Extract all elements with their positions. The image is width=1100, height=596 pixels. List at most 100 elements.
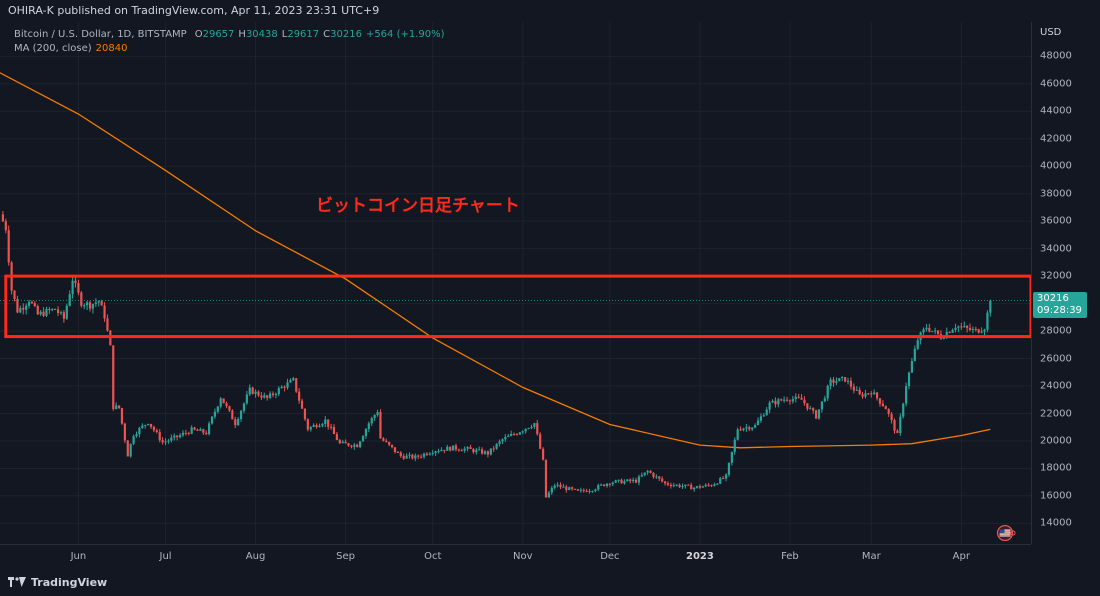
candle-body (396, 452, 399, 454)
candle-body (62, 312, 65, 319)
candle-body (164, 441, 167, 443)
candle-body (97, 301, 100, 303)
candle-body (225, 403, 228, 407)
candle-body (556, 484, 559, 486)
time-axis[interactable]: Jun Jul Aug Sep Oct Nov Dec 2023 Feb Mar Apr (0, 544, 1031, 568)
candle-body (141, 425, 144, 428)
candle-body (809, 408, 812, 410)
candle-body (963, 326, 966, 328)
candle-body (115, 405, 118, 409)
candle-body (161, 440, 164, 443)
candle-body (245, 394, 248, 404)
candle-body (539, 434, 542, 449)
candle-body (571, 487, 574, 489)
candle-body (922, 329, 925, 333)
candle-body (454, 445, 458, 450)
candle-body (402, 456, 405, 459)
footer-brand[interactable]: TradingView (31, 575, 108, 589)
candle-body (361, 436, 365, 442)
candle-body (559, 484, 562, 488)
candle-body (585, 490, 588, 492)
candle-body (762, 415, 765, 417)
candle-body (661, 478, 664, 482)
candle-body (646, 470, 649, 473)
candle-body (178, 435, 182, 438)
candle-body (907, 372, 911, 387)
candle-body (658, 476, 661, 479)
candle-body (138, 427, 141, 435)
price-tick-label: 20000 (1040, 435, 1072, 447)
candle-body (605, 483, 609, 487)
candle-body (239, 410, 243, 420)
candle-body (614, 480, 617, 483)
candle-body (30, 301, 34, 304)
candle-body (77, 283, 80, 293)
candle-body (759, 416, 763, 421)
candle-body (716, 483, 719, 485)
candle-body (655, 476, 658, 478)
candle-body (643, 472, 646, 476)
candle-body (123, 423, 126, 441)
candle-body (826, 385, 829, 399)
candle-body (364, 429, 368, 437)
candle-body (393, 447, 397, 453)
candle-body (669, 484, 672, 487)
candle-body (341, 441, 344, 444)
candle-body (771, 400, 774, 403)
candle-body (504, 436, 507, 440)
candle-body (957, 326, 960, 328)
candle-body (83, 305, 86, 307)
candle-body (222, 398, 225, 404)
candle-body (170, 437, 173, 441)
ma-200-line (0, 72, 991, 449)
price-tick-label: 34000 (1040, 243, 1072, 255)
candle-body (234, 419, 237, 426)
candle-body (510, 434, 513, 436)
ma-label[interactable]: MA (200, close) (14, 43, 92, 54)
candle-body (960, 326, 963, 328)
candle-body (681, 486, 684, 488)
candle-body (736, 429, 739, 440)
candle-body (530, 426, 533, 429)
price-axis[interactable]: USD 14000 16000 18000 20000 22000 24000 26000 2… (1031, 22, 1100, 544)
candle-body (417, 455, 420, 457)
ohlc-open-value: 29657 (202, 29, 235, 40)
candle-body (835, 381, 838, 383)
candle-body (59, 312, 63, 314)
candle-body (640, 475, 643, 477)
candle-body (149, 423, 153, 427)
candle-body (852, 386, 855, 391)
footer: TradingView (0, 568, 1100, 596)
candle-body (687, 484, 690, 486)
candle-body (80, 292, 83, 306)
price-chart[interactable] (0, 22, 1031, 544)
candle-body (785, 399, 789, 401)
candle-body (829, 379, 832, 386)
ohlc-open-key: O (194, 29, 203, 40)
candle-body (652, 472, 655, 477)
candle-body (832, 379, 835, 383)
candle-body (100, 301, 103, 306)
candle-body (913, 348, 916, 361)
candle-body (753, 425, 757, 428)
candle-body (565, 486, 568, 491)
candle-body (966, 326, 969, 328)
candle-body (544, 459, 548, 498)
candle-body (649, 470, 652, 473)
candle-body (663, 481, 667, 484)
candle-body (420, 456, 423, 458)
candle-body (518, 432, 521, 435)
highlight-box[interactable] (4, 274, 1031, 339)
symbol-name[interactable]: Bitcoin / U.S. Dollar, 1D, BITSTAMP (14, 29, 187, 40)
time-tick-label: Nov (512, 551, 533, 562)
candle-body (617, 479, 620, 481)
candle-body (425, 453, 429, 455)
candle-body (463, 448, 466, 451)
tradingview-logo-icon (8, 577, 26, 587)
candle-body (167, 440, 170, 442)
candle-body (751, 427, 754, 430)
candle-body (103, 305, 106, 319)
us-flag-icon[interactable] (992, 525, 1018, 541)
price-tick-label: 24000 (1040, 380, 1072, 392)
candle-body (626, 479, 629, 482)
